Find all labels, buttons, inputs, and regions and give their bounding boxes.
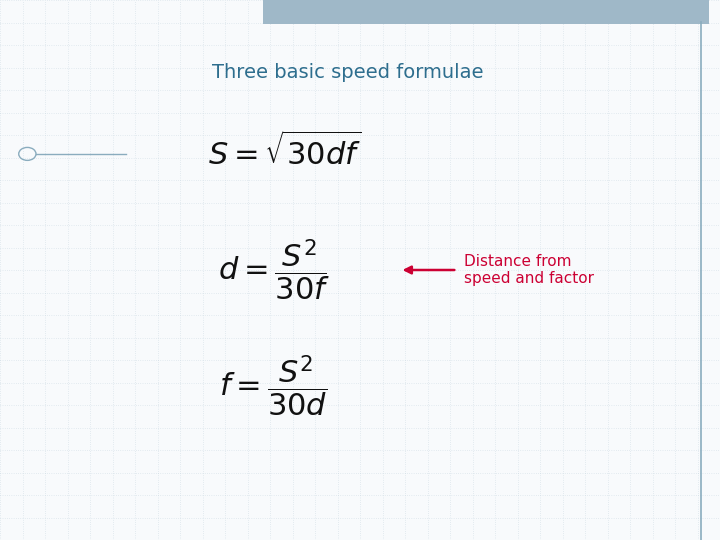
Bar <box>263 0 709 24</box>
Text: $f = \dfrac{S^2}{30d}$: $f = \dfrac{S^2}{30d}$ <box>220 354 328 418</box>
Text: Distance from
speed and factor: Distance from speed and factor <box>464 254 595 286</box>
Text: $d = \dfrac{S^2}{30f}$: $d = \dfrac{S^2}{30f}$ <box>217 238 330 302</box>
Text: Three basic speed formulae: Three basic speed formulae <box>212 63 484 82</box>
Text: $S = \sqrt{30df}$: $S = \sqrt{30df}$ <box>208 132 361 171</box>
